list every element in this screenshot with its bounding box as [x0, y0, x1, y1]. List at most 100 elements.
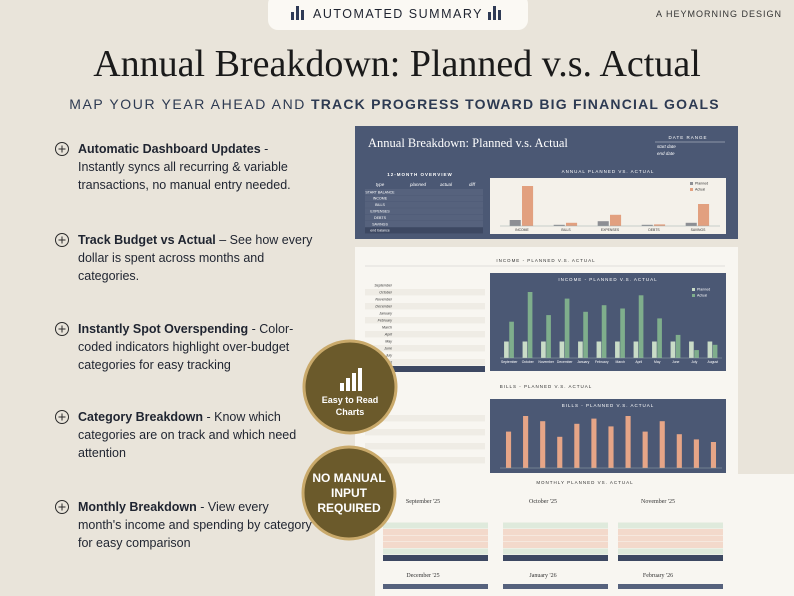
x-tick-label: March [616, 360, 626, 364]
section-label: MONTHLY PLANNED VS. ACTUAL [536, 480, 633, 485]
row-label: January [378, 312, 392, 316]
row-label: end balance [370, 229, 390, 233]
bar [541, 341, 546, 358]
row [503, 522, 608, 529]
x-tick-label: July [691, 360, 697, 364]
x-tick-label: May [654, 360, 661, 364]
month: November '25 [641, 499, 675, 505]
row [618, 529, 723, 535]
row [503, 555, 608, 561]
bar [591, 418, 597, 468]
section-label: INCOME - PLANNED V.S. ACTUAL [496, 258, 595, 263]
bar [546, 315, 551, 358]
label: start date [657, 144, 676, 149]
row [365, 366, 485, 372]
column-header: actual [440, 182, 453, 187]
row-label: December [375, 305, 392, 309]
row [383, 535, 488, 542]
row [365, 415, 485, 422]
row [365, 221, 483, 227]
feature-text: - Color-coded indicators highlight over-… [78, 322, 294, 372]
feature: Track Budget vs Actual – See how every d… [78, 231, 314, 285]
bar [553, 224, 565, 226]
bar [670, 341, 676, 358]
row [503, 535, 608, 542]
row [365, 457, 485, 464]
row [365, 331, 485, 338]
feature-title: Automatic Dashboard Updates [78, 142, 261, 156]
row [365, 214, 483, 221]
row [365, 450, 485, 457]
legend-label: Planned [697, 288, 710, 292]
x-tick-label: BILLS [561, 228, 571, 232]
row [503, 584, 608, 589]
legend-swatch [690, 188, 693, 191]
plus-icon [58, 413, 66, 421]
month: October '25 [529, 499, 557, 505]
bar [657, 318, 662, 358]
row [503, 548, 608, 555]
legend-swatch [692, 288, 695, 291]
bar [574, 423, 580, 468]
bar [685, 222, 697, 226]
bar [522, 186, 534, 226]
bar [557, 436, 563, 468]
bar [652, 341, 657, 358]
row [365, 303, 485, 310]
row [383, 555, 488, 561]
row-label: February [378, 319, 393, 323]
bar [527, 292, 533, 358]
feature-text: - View every month's income and spending… [78, 500, 312, 550]
row [365, 436, 485, 443]
month: September '25 [406, 499, 440, 505]
row-label: DEBTS [374, 216, 387, 220]
row [365, 317, 485, 324]
row-label: EXPENSES [370, 210, 390, 214]
feature: Automatic Dashboard Updates - Instantly … [78, 140, 314, 194]
plus-icon [55, 233, 69, 247]
x-tick-label: DEBTS [648, 228, 660, 232]
bar [654, 224, 666, 226]
month: February '26 [643, 573, 673, 579]
plus-icon [55, 410, 69, 424]
row-label: START BALANCE [365, 190, 395, 194]
badge-icon [352, 373, 356, 391]
badge-icon [340, 383, 344, 391]
x-tick-label: September [501, 360, 518, 364]
x-tick-label: January [577, 360, 589, 364]
bar [694, 350, 699, 358]
sheet-title: Annual Breakdown: Planned v.s. Actual [368, 136, 568, 150]
chart-title: ANNUAL PLANNED VS. ACTUAL [562, 169, 655, 174]
row-label: March [382, 326, 392, 330]
bar [540, 421, 546, 468]
feature-text: – See how every dollar is spent across m… [78, 233, 313, 283]
row [365, 345, 485, 352]
bar [642, 431, 648, 468]
row-label: INCOME [373, 197, 388, 201]
row [618, 535, 723, 542]
plus-icon [58, 145, 66, 153]
legend-label: Actual [695, 188, 705, 192]
feature: Instantly Spot Overspending - Color-code… [78, 320, 314, 374]
bar [712, 344, 718, 358]
legend-label: Actual [697, 294, 707, 298]
bar [638, 295, 644, 358]
plus-icon [58, 236, 66, 244]
x-tick-label: SAVINGS [691, 228, 707, 232]
subtitle: MAP YOUR YEAR AHEAD AND [69, 96, 306, 112]
row [365, 324, 485, 331]
feature-title: Instantly Spot Overspending [78, 322, 249, 336]
column-header: diff [469, 182, 476, 187]
bar [509, 220, 521, 226]
row [618, 522, 723, 529]
row [618, 555, 723, 561]
feature-title: Track Budget vs Actual [78, 233, 216, 247]
badge-icon [346, 378, 350, 391]
x-tick-label: October [522, 360, 535, 364]
row-label: BILLS [375, 203, 385, 207]
bar [633, 341, 639, 358]
badge-icon [358, 368, 362, 391]
row [365, 359, 485, 366]
